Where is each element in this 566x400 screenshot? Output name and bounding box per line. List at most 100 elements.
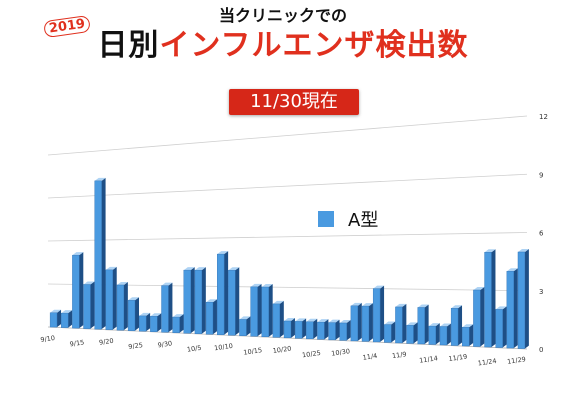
- bar-top: [94, 177, 106, 181]
- bar-top: [261, 284, 273, 288]
- bar-top: [50, 309, 62, 313]
- bar-side: [112, 266, 117, 330]
- y-tick-label: 0: [539, 346, 543, 354]
- bar-side: [179, 314, 184, 333]
- x-tick-label: 10/25: [302, 349, 322, 360]
- bar-front: [473, 289, 481, 347]
- bar: [439, 323, 451, 346]
- bar-side: [68, 310, 73, 328]
- bar-top: [105, 266, 117, 270]
- bar-front: [228, 270, 236, 336]
- bar: [517, 248, 529, 349]
- x-tick-label: 11/19: [448, 353, 468, 364]
- bar-front: [205, 302, 214, 335]
- bar-side: [79, 252, 84, 329]
- bar-top: [250, 283, 262, 287]
- bar-front: [406, 325, 414, 344]
- bar: [495, 306, 507, 348]
- bar: [150, 313, 162, 332]
- bar-front: [450, 308, 459, 346]
- gridline: [47, 115, 528, 156]
- bar-top: [506, 268, 518, 272]
- bar-side: [357, 302, 362, 341]
- bar-side: [268, 284, 273, 337]
- bar-front: [395, 306, 403, 344]
- bar: [361, 303, 373, 342]
- bar-front: [361, 305, 370, 342]
- bar-top: [306, 318, 318, 322]
- y-tick-label: 3: [539, 288, 543, 296]
- bar-front: [116, 284, 125, 331]
- bar: [462, 324, 474, 347]
- bar-top: [451, 305, 463, 309]
- bar-front: [283, 320, 292, 339]
- bar: [250, 283, 262, 337]
- bar-side: [235, 267, 240, 336]
- bar-front: [517, 251, 526, 349]
- bar-side: [134, 297, 139, 331]
- gridline: [47, 173, 528, 199]
- bar: [417, 304, 429, 345]
- bar-front: [61, 312, 69, 328]
- x-tick-label: 11/24: [477, 357, 497, 368]
- bar-top: [272, 300, 284, 304]
- bar-side: [257, 283, 262, 337]
- bar-top: [150, 313, 162, 317]
- bar-top: [128, 297, 139, 301]
- bar-front: [194, 269, 203, 334]
- bar: [194, 267, 206, 334]
- bar-top: [83, 281, 95, 285]
- bar-front: [495, 309, 503, 348]
- bar-top: [495, 306, 507, 310]
- bar-front: [384, 324, 392, 343]
- bar-side: [435, 323, 440, 345]
- bar-side: [491, 249, 496, 348]
- date-label: 11/30現在: [229, 89, 359, 115]
- bar-side: [458, 305, 463, 346]
- bar-side: [346, 319, 351, 341]
- bar-top: [428, 323, 440, 327]
- bar-top: [172, 314, 184, 318]
- bar: [406, 322, 418, 344]
- x-tick-label: 9/15: [69, 338, 85, 348]
- bar: [139, 312, 151, 332]
- bar: [49, 309, 62, 328]
- bar-top: [362, 303, 373, 307]
- bar-front: [339, 322, 347, 341]
- bar-front: [372, 288, 381, 343]
- bar: [161, 282, 173, 333]
- bar-side: [391, 321, 396, 343]
- bar-front: [350, 305, 358, 342]
- bar-top: [373, 285, 385, 289]
- bar-top: [161, 282, 173, 286]
- bar-side: [190, 267, 195, 334]
- bar-front: [250, 286, 258, 337]
- x-tick-label: 10/30: [331, 347, 351, 358]
- bar-side: [524, 248, 529, 349]
- bar: [61, 310, 73, 328]
- page-title: 日別インフルエンザ検出数: [0, 26, 566, 66]
- bar-side: [157, 313, 162, 332]
- bar-front: [83, 284, 91, 329]
- bar-front: [484, 252, 492, 348]
- bar-front: [439, 326, 448, 346]
- bar-side: [279, 300, 284, 338]
- bar: [294, 318, 307, 339]
- bar-top: [417, 304, 429, 308]
- bar-front: [294, 321, 303, 339]
- bar: [228, 267, 240, 336]
- bar-side: [413, 322, 418, 344]
- bar: [105, 266, 117, 330]
- x-tick-label: 9/10: [40, 334, 56, 344]
- bar-front: [72, 254, 80, 329]
- bar-front: [217, 253, 225, 335]
- bar: [428, 323, 440, 345]
- bar-side: [224, 251, 229, 335]
- bar: [116, 281, 128, 331]
- legend-swatch: [318, 211, 334, 227]
- bar: [261, 284, 273, 338]
- bar-side: [513, 268, 518, 349]
- legend: A型: [318, 206, 378, 232]
- bar-top: [517, 248, 529, 252]
- bar-front: [172, 316, 180, 333]
